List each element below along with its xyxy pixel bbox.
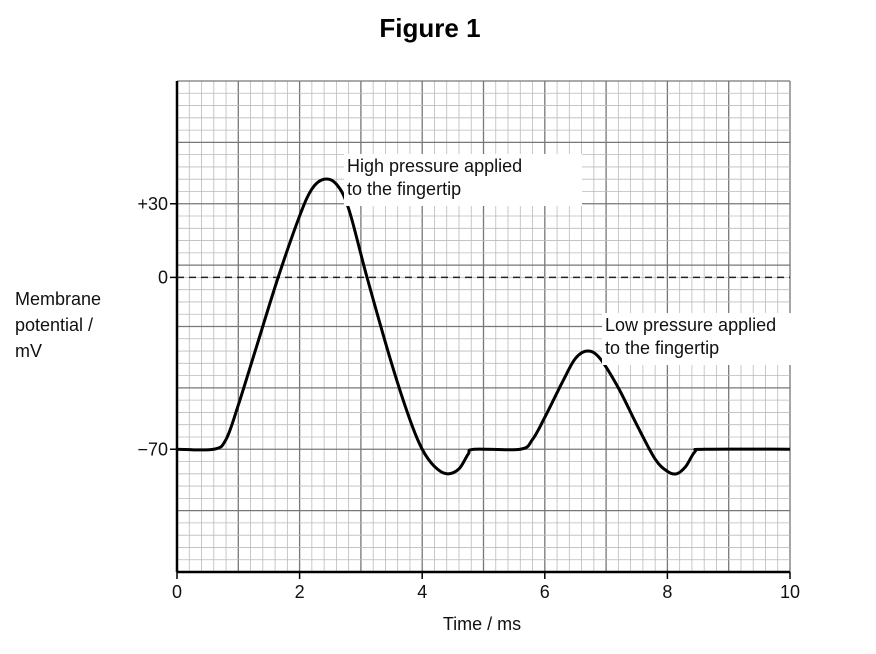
y-axis-label-line2: potential /	[15, 315, 93, 335]
x-tick-label: 6	[540, 582, 550, 602]
annotation-background	[602, 313, 832, 365]
y-tick-label: −70	[137, 439, 168, 459]
annotation-text: to the fingertip	[347, 179, 461, 199]
annotation-text: High pressure applied	[347, 156, 522, 176]
x-axis-label: Time / ms	[443, 614, 521, 634]
membrane-potential-line	[176, 177, 791, 476]
ticks: 0 2 4 6 8 10 +30 0 −70	[137, 194, 800, 602]
y-tick-label: 0	[158, 267, 168, 287]
annotation-text: Low pressure applied	[605, 315, 776, 335]
annotation-text: to the fingertip	[605, 338, 719, 358]
annotations: High pressure applied to the fingertip Low…	[344, 154, 832, 365]
x-tick-label: 4	[417, 582, 427, 602]
x-tick-label: 0	[172, 582, 182, 602]
chart-title: Figure 1	[379, 13, 480, 43]
x-tick-label: 8	[662, 582, 672, 602]
x-tick-label: 10	[780, 582, 800, 602]
x-tick-label: 2	[295, 582, 305, 602]
y-tick-label: +30	[137, 194, 168, 214]
annotation-background	[344, 154, 582, 206]
y-axis-label-line1: Membrane	[15, 289, 101, 309]
y-axis-label-line3: mV	[15, 341, 42, 361]
